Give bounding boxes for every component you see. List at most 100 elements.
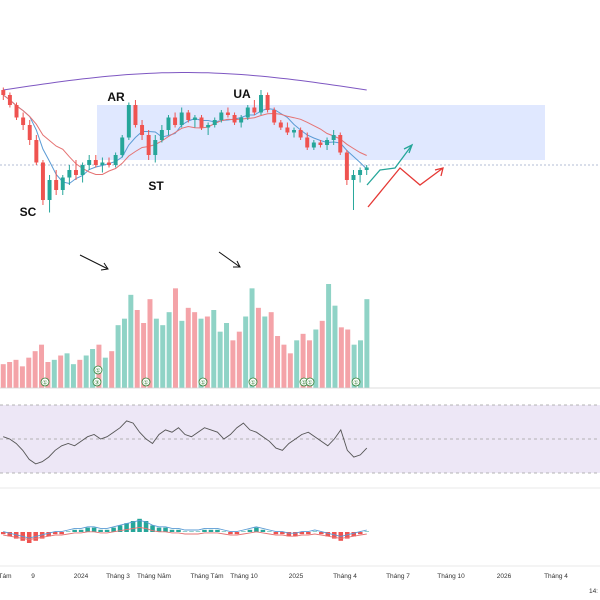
macd-histogram-bar [59, 532, 64, 535]
candle-body [252, 107, 257, 113]
volume-bar [13, 359, 19, 388]
volume-bar [230, 340, 236, 388]
signal-badge: ① [248, 377, 258, 387]
candle-body [358, 170, 363, 175]
macd-histogram-bar [46, 532, 51, 537]
signal-badge: ① [305, 377, 315, 387]
volume-bar [204, 316, 210, 388]
macd-histogram-bar [267, 531, 272, 532]
macd-histogram-bar [137, 518, 142, 532]
volume-bar [364, 299, 370, 388]
macd-histogram-bar [52, 532, 58, 535]
macd-histogram-bar [117, 525, 123, 532]
ma-long-line [3, 72, 367, 91]
candle-body [186, 112, 191, 120]
signal-badge-circle [40, 377, 50, 387]
macd-histogram-bar [325, 532, 331, 537]
macd-histogram-bar [91, 527, 97, 532]
macd-histogram-bar [293, 532, 298, 537]
rsi-line [3, 420, 368, 465]
volume-bar [77, 359, 83, 388]
volume-bar [281, 344, 287, 388]
volume-bar [198, 318, 204, 388]
volume-bar [255, 307, 261, 388]
volume-bar [0, 364, 6, 388]
volume-bar [90, 349, 96, 388]
macd-histogram-bar [65, 531, 71, 532]
x-tick-label: Tháng Năm [137, 573, 171, 580]
candle-body [1, 90, 6, 95]
candle-body [173, 117, 178, 125]
x-tick-label: Tháng 4 [544, 573, 568, 580]
volume-bar [7, 362, 13, 388]
volume-pointer-arrow [218, 251, 241, 268]
signal-badge: ① [40, 377, 50, 387]
candle-body [67, 170, 72, 178]
macd-histogram-bar [306, 532, 311, 535]
signal-badge-label: ① [143, 380, 148, 387]
volume-bar [319, 320, 325, 388]
volume-bar [287, 353, 293, 388]
candle-body [338, 135, 343, 153]
macd-histogram-bar [26, 532, 32, 543]
candle-body [74, 170, 78, 175]
macd-histogram-bar [182, 531, 188, 532]
macd-histogram-bar [0, 532, 6, 535]
candle-body [292, 130, 296, 133]
volume-bar [217, 331, 223, 388]
candle-body [199, 117, 204, 128]
macd-histogram-bar [39, 532, 45, 539]
volume-bar [173, 288, 178, 388]
candle-body [21, 117, 26, 125]
volume-bar [262, 316, 268, 388]
volume-bar [160, 325, 166, 388]
projection-down-arrow [367, 167, 444, 208]
volume-bar [134, 310, 140, 388]
candle-body [192, 117, 197, 120]
macd-histogram-bar [111, 527, 116, 532]
macd-histogram-bar [124, 523, 129, 532]
volume-bar [211, 310, 217, 388]
signal-badge-label: ① [301, 380, 306, 387]
macd-histogram-bar [234, 532, 240, 535]
candle-body [212, 120, 217, 125]
macd-histogram-bar [260, 529, 266, 532]
macd-histogram-bar [273, 532, 279, 535]
candle-body [27, 125, 32, 140]
candle-body [344, 152, 349, 180]
price-pane: SC AR ST UA [0, 72, 600, 219]
macd-histogram-bar [150, 525, 155, 532]
macd-histogram-bar [299, 532, 305, 535]
macd-pane [0, 518, 370, 543]
macd-histogram-bar [280, 532, 285, 535]
volume-bar [128, 294, 134, 388]
macd-histogram-bar [195, 531, 201, 532]
macd-histogram-bar [312, 531, 318, 532]
candle-body [140, 125, 145, 135]
macd-histogram-bar [215, 529, 220, 532]
volume-bar [102, 357, 108, 388]
ma-slow-line [2, 94, 367, 175]
volume-bar [300, 333, 306, 388]
candle-body [318, 142, 323, 145]
candle-body [311, 142, 316, 148]
macd-histogram-bar [357, 532, 363, 535]
macd-histogram-bar [286, 532, 292, 537]
candle-body [120, 137, 125, 155]
macd-histogram-bar [78, 529, 84, 532]
macd-histogram-bar [202, 529, 207, 532]
candle-body [351, 175, 356, 180]
volume-bar [345, 329, 351, 388]
candle-body [239, 117, 244, 123]
signal-badge: ① [93, 365, 103, 375]
signal-badge-circle [93, 365, 103, 375]
macd-histogram-bar [176, 529, 181, 532]
x-tick-label: Tháng 4 [333, 573, 357, 580]
volume-pointer-arrow [79, 254, 109, 270]
volume-bar [332, 305, 338, 388]
volume-bar [179, 320, 185, 388]
volume-bar [26, 357, 32, 388]
volume-bar [166, 312, 172, 388]
volume-bar [70, 364, 76, 388]
volume-pointer-arrowhead [100, 262, 109, 271]
